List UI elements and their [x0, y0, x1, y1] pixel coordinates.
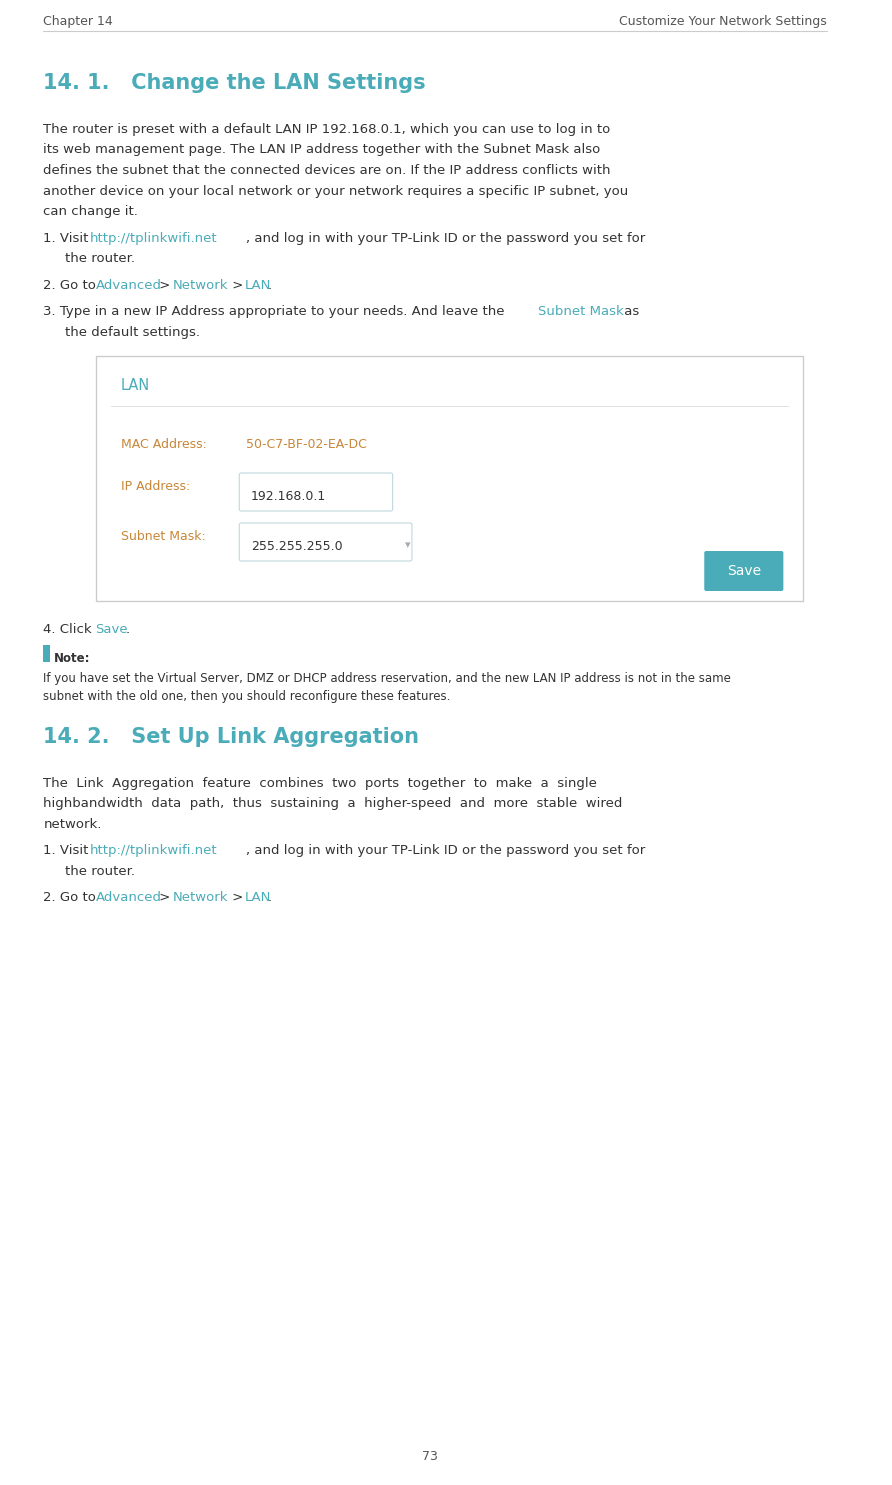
Text: Advanced: Advanced: [96, 279, 162, 291]
Text: >: >: [227, 279, 247, 291]
Text: >: >: [227, 891, 247, 904]
Text: Save: Save: [727, 564, 761, 578]
Text: Network: Network: [173, 891, 228, 904]
Text: defines the subnet that the connected devices are on. If the IP address conflict: defines the subnet that the connected de…: [44, 163, 611, 177]
FancyBboxPatch shape: [239, 474, 392, 511]
Text: ▾: ▾: [405, 541, 411, 549]
Text: can change it.: can change it.: [44, 205, 138, 218]
Text: http://tplinkwifi.net: http://tplinkwifi.net: [90, 843, 218, 857]
Text: Note:: Note:: [54, 652, 90, 664]
Text: Customize Your Network Settings: Customize Your Network Settings: [619, 15, 827, 28]
FancyBboxPatch shape: [96, 356, 803, 601]
Text: Chapter 14: Chapter 14: [44, 15, 113, 28]
Text: , and log in with your TP-Link ID or the password you set for: , and log in with your TP-Link ID or the…: [246, 843, 645, 857]
Text: its web management page. The LAN IP address together with the Subnet Mask also: its web management page. The LAN IP addr…: [44, 144, 600, 156]
Text: 1. Visit: 1. Visit: [44, 232, 93, 245]
Text: Advanced: Advanced: [96, 891, 162, 904]
Text: 4. Click: 4. Click: [44, 624, 96, 636]
Text: 1. Visit: 1. Visit: [44, 843, 93, 857]
Text: the router.: the router.: [64, 864, 135, 878]
Text: the router.: the router.: [64, 252, 135, 264]
Text: .: .: [126, 624, 130, 636]
Text: Subnet Mask: Subnet Mask: [539, 304, 624, 318]
Text: Save: Save: [95, 624, 128, 636]
Text: the default settings.: the default settings.: [64, 325, 200, 339]
Text: another device on your local network or your network requires a specific IP subn: another device on your local network or …: [44, 184, 629, 198]
Text: 255.255.255.0: 255.255.255.0: [251, 541, 343, 552]
Text: 2. Go to: 2. Go to: [44, 891, 101, 904]
Text: Subnet Mask:: Subnet Mask:: [120, 530, 205, 544]
Text: The router is preset with a default LAN IP 192.168.0.1, which you can use to log: The router is preset with a default LAN …: [44, 123, 611, 137]
Text: , and log in with your TP-Link ID or the password you set for: , and log in with your TP-Link ID or the…: [246, 232, 645, 245]
Text: 73: 73: [422, 1449, 438, 1463]
Text: Network: Network: [173, 279, 228, 291]
Text: LAN: LAN: [120, 379, 150, 394]
Text: 50-C7-BF-02-EA-DC: 50-C7-BF-02-EA-DC: [246, 438, 367, 451]
Text: 2. Go to: 2. Go to: [44, 279, 101, 291]
Text: LAN: LAN: [245, 279, 271, 291]
FancyBboxPatch shape: [44, 644, 50, 661]
Text: 14. 1.   Change the LAN Settings: 14. 1. Change the LAN Settings: [44, 73, 426, 94]
Text: as: as: [620, 304, 639, 318]
Text: LAN: LAN: [245, 891, 271, 904]
Text: .: .: [268, 891, 272, 904]
Text: 192.168.0.1: 192.168.0.1: [251, 490, 326, 503]
Text: http://tplinkwifi.net: http://tplinkwifi.net: [90, 232, 218, 245]
Text: MAC Address:: MAC Address:: [120, 438, 206, 451]
Text: IP Address:: IP Address:: [120, 480, 190, 493]
Text: 14. 2.   Set Up Link Aggregation: 14. 2. Set Up Link Aggregation: [44, 726, 419, 747]
Text: highbandwidth  data  path,  thus  sustaining  a  higher-speed  and  more  stable: highbandwidth data path, thus sustaining…: [44, 797, 623, 809]
Text: The  Link  Aggregation  feature  combines  two  ports  together  to  make  a  si: The Link Aggregation feature combines tw…: [44, 777, 598, 790]
Text: .: .: [268, 279, 272, 291]
Text: 3. Type in a new IP Address appropriate to your needs. And leave the: 3. Type in a new IP Address appropriate …: [44, 304, 509, 318]
Text: If you have set the Virtual Server, DMZ or DHCP address reservation, and the new: If you have set the Virtual Server, DMZ …: [44, 671, 731, 685]
Text: network.: network.: [44, 818, 102, 830]
Text: >: >: [155, 891, 175, 904]
FancyBboxPatch shape: [705, 551, 783, 591]
Text: subnet with the old one, then you should reconfigure these features.: subnet with the old one, then you should…: [44, 691, 450, 702]
Text: >: >: [155, 279, 175, 291]
FancyBboxPatch shape: [239, 523, 412, 561]
